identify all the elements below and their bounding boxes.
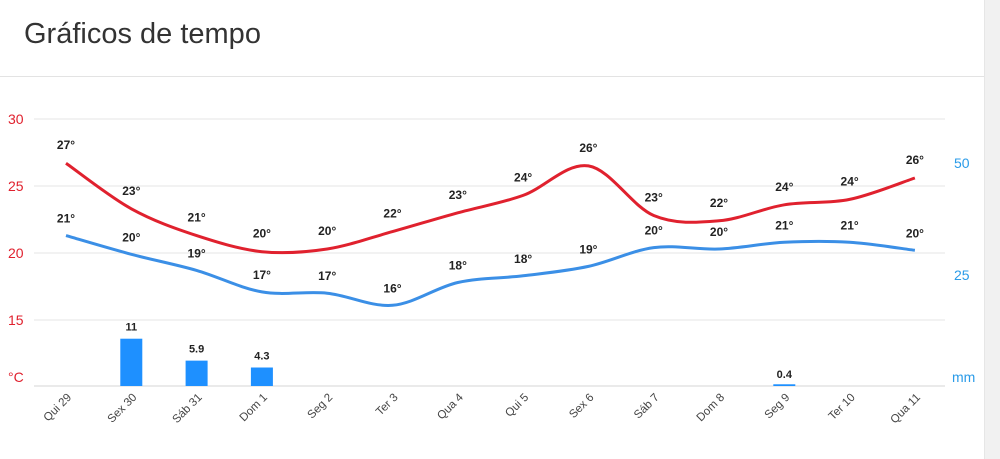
min-temperature-label: 17°: [253, 268, 271, 282]
max-temperature-label: 20°: [253, 227, 271, 241]
max-temperature-line: [65, 161, 916, 255]
chart-header: Gráficos de tempo: [0, 0, 985, 77]
min-temperature-label: 17°: [318, 269, 336, 283]
y-left-tick-label: 25: [8, 178, 24, 194]
x-tick-label: Dom 8: [695, 392, 727, 424]
min-temperature-label: 19°: [188, 246, 206, 260]
precipitation-bar: [120, 338, 143, 386]
max-temperature-label: 21°: [188, 211, 206, 225]
max-temperature-label: 23°: [645, 190, 663, 204]
y-right-tick-label: 25: [954, 267, 970, 283]
min-temperature-label: 20°: [645, 224, 663, 238]
max-temperature-label: 23°: [122, 184, 140, 198]
page-title: Gráficos de tempo: [24, 18, 261, 50]
min-temperature-label: 21°: [841, 218, 859, 232]
max-temperature-label: 26°: [579, 141, 597, 155]
min-temperature-label: 18°: [449, 258, 467, 272]
min-temperature-label: 21°: [57, 212, 75, 226]
precipitation-label: 5.9: [189, 344, 204, 356]
x-tick-label: Qui 29: [42, 392, 74, 424]
min-temperature-label: 19°: [579, 242, 597, 256]
x-tick-label: Seg 9: [763, 392, 793, 422]
x-tick-label: Sex 30: [106, 392, 140, 426]
precipitation-bar: [250, 367, 273, 386]
max-temperature-label: 26°: [906, 153, 924, 167]
min-temperature-label: 20°: [710, 225, 728, 239]
min-temperature-label: 18°: [514, 252, 532, 266]
y-right-tick-label: 50: [954, 155, 970, 171]
y-left-tick-label: 30: [8, 111, 24, 127]
max-temperature-label: 23°: [449, 188, 467, 202]
min-temperature-label: 16°: [383, 281, 401, 295]
x-tick-label: Sáb 31: [170, 392, 204, 426]
max-temperature-label: 20°: [318, 224, 336, 238]
precipitation-label: 4.3: [254, 351, 269, 363]
precipitation-label: 11: [125, 322, 137, 334]
x-tick-label: Qua 11: [888, 392, 923, 427]
precipitation-label: 0.4: [777, 369, 793, 381]
x-tick-label: Ter 10: [827, 392, 858, 423]
scrollbar[interactable]: [984, 0, 1000, 459]
max-temperature-label: 22°: [383, 207, 401, 221]
y-left-tick-label: 15: [8, 312, 24, 328]
min-temperature-label: 20°: [122, 230, 140, 244]
min-temperature-label: 20°: [906, 226, 924, 240]
x-tick-label: Qua 4: [435, 391, 466, 422]
y-left-tick-label: 20: [8, 245, 24, 261]
x-tick-label: Ter 3: [374, 392, 401, 419]
x-tick-label: Seg 2: [306, 392, 336, 422]
x-tick-label: Sáb 7: [632, 392, 662, 422]
min-temperature-label: 21°: [775, 218, 793, 232]
y-left-unit-label: °C: [8, 369, 24, 385]
precipitation-bar: [185, 360, 208, 386]
x-tick-label: Sex 6: [567, 392, 596, 421]
precipitation-bar: [773, 384, 796, 386]
max-temperature-label: 27°: [57, 138, 75, 152]
y-right-unit-label: mm: [952, 369, 975, 385]
min-temperature-line: [65, 234, 916, 307]
max-temperature-label: 22°: [710, 196, 728, 210]
max-temperature-label: 24°: [841, 174, 859, 188]
max-temperature-label: 24°: [514, 170, 532, 184]
x-tick-label: Dom 1: [238, 392, 270, 424]
max-temperature-label: 24°: [775, 180, 793, 194]
x-tick-label: Qui 5: [503, 392, 531, 420]
